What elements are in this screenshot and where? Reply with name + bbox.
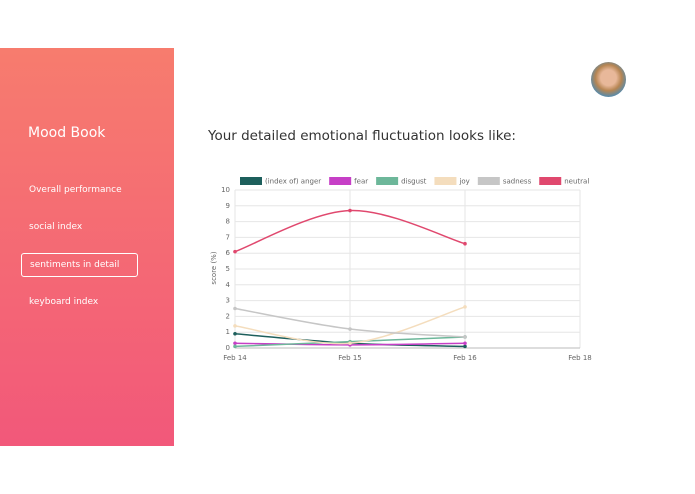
point xyxy=(463,335,467,339)
brand: Mood Book xyxy=(28,125,106,141)
legend-label: joy xyxy=(458,178,469,186)
legend-swatch xyxy=(539,177,562,185)
legend-label: sadness xyxy=(503,178,532,186)
point xyxy=(233,341,237,346)
y-tick-label: 5 xyxy=(226,265,230,273)
point xyxy=(463,241,467,246)
legend-label: neutral xyxy=(564,178,589,186)
point xyxy=(233,249,237,254)
y-tick-label: 0 xyxy=(226,344,230,352)
legend-label: disgust xyxy=(401,178,427,186)
legend-label: (index of) anger xyxy=(265,178,321,186)
nav-item[interactable]: keyboard index xyxy=(29,297,99,307)
x-tick-label: Feb 14 xyxy=(223,354,247,362)
point xyxy=(233,344,237,349)
point xyxy=(463,305,467,309)
point xyxy=(463,344,467,349)
legend-swatch xyxy=(240,177,262,185)
nav-item[interactable]: Overall performance xyxy=(29,185,122,195)
y-tick-label: 3 xyxy=(226,297,230,305)
legend-swatch xyxy=(376,177,399,185)
point xyxy=(233,306,237,311)
x-tick-label: Feb 18 xyxy=(568,354,592,362)
point xyxy=(233,324,237,328)
x-tick-label: Feb 16 xyxy=(453,354,477,362)
y-tick-label: 6 xyxy=(226,249,231,257)
point xyxy=(348,208,352,213)
nav-item[interactable]: social index xyxy=(29,222,83,232)
y-tick-label: 4 xyxy=(226,281,231,289)
legend-swatch xyxy=(477,177,500,185)
y-tick-label: 1 xyxy=(226,328,230,336)
y-axis-label: score (%) xyxy=(210,251,218,284)
y-tick-label: 8 xyxy=(226,218,230,226)
y-tick-label: 10 xyxy=(221,186,230,194)
legend-label: fear xyxy=(354,178,368,186)
point xyxy=(463,341,467,346)
point xyxy=(233,331,237,336)
x-tick-label: Feb 15 xyxy=(338,354,362,362)
nav-item-active[interactable]: sentiments in detail xyxy=(21,253,138,277)
heading: Your detailed emotional fluctuation look… xyxy=(208,128,516,144)
y-tick-label: 9 xyxy=(226,202,230,210)
legend-swatch xyxy=(329,177,352,185)
y-tick-label: 2 xyxy=(226,312,230,320)
sidebar xyxy=(0,48,174,446)
avatar[interactable] xyxy=(591,62,626,97)
point xyxy=(348,341,352,346)
point xyxy=(348,327,352,331)
legend-swatch xyxy=(434,177,457,185)
y-tick-label: 7 xyxy=(226,233,230,241)
